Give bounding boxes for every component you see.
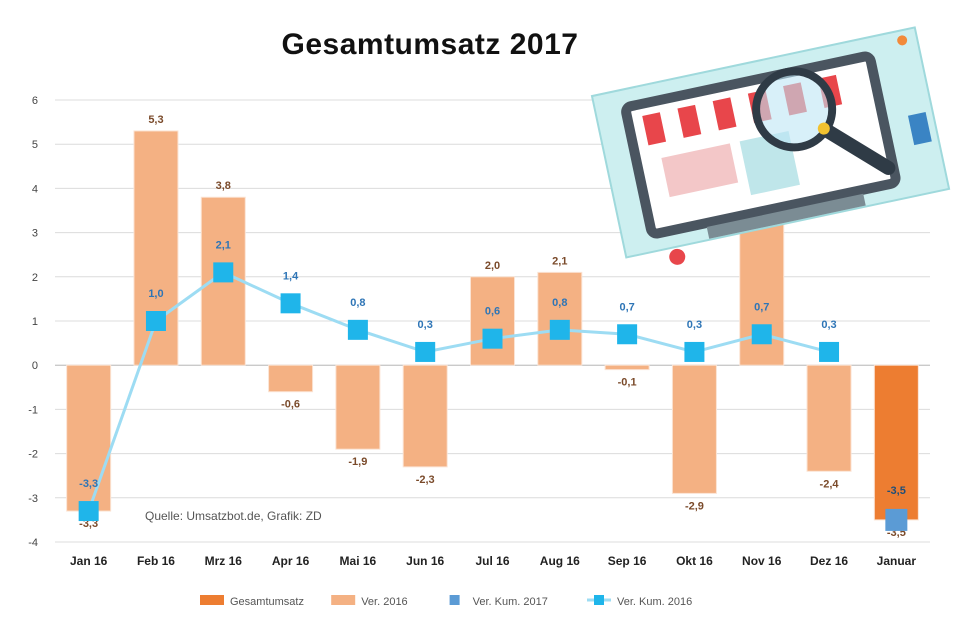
shop-window [661,143,739,198]
legend-label: Ver. Kum. 2016 [617,596,692,608]
bar-value-label: -1,9 [348,456,367,468]
x-tick-label: Jan 16 [70,554,108,568]
bar [268,364,314,393]
line-marker [617,324,638,345]
awning-stripe [712,97,737,131]
line-marker [145,311,166,331]
legend-swatch [331,595,356,605]
bar-value-label: -2,3 [416,474,435,486]
y-tick-label: -4 [28,537,38,549]
x-tick-label: Dez 16 [810,554,848,568]
bar [873,364,919,521]
line-marker [819,341,840,362]
line-marker [415,341,436,362]
line-marker [213,262,234,283]
y-tick-label: 2 [32,272,38,284]
line-marker [78,501,99,522]
bar-value-label: -2,4 [820,478,840,490]
magnifier-handle [820,123,896,175]
line-value-label: 1,4 [283,270,299,282]
chart-title: Gesamtumsatz 2017 [281,28,579,61]
line-value-label: 0,3 [687,319,702,331]
bar [806,364,852,472]
awning-stripe [642,112,667,146]
line-marker [347,319,368,340]
kum-2017-label: -3,5 [887,485,906,497]
line-marker [751,324,772,345]
bar-value-label: 3,8 [216,180,231,192]
legend-swatch [200,595,224,605]
bar [604,364,650,371]
line-value-label: 0,3 [418,319,433,331]
line-value-label: 0,8 [552,297,567,309]
line-value-label: 0,7 [754,301,769,313]
monitor-stand [706,193,866,239]
y-tick-label: -1 [28,404,38,416]
magnifier-lens [752,67,837,152]
line-value-label: 0,7 [619,301,634,313]
y-tick-label: -3 [28,493,38,505]
bar-value-label: 2,0 [485,260,500,272]
bar [537,271,583,366]
line-marker [684,341,705,362]
line-value-label: 2,1 [216,239,231,251]
y-tick-label: 6 [32,95,38,107]
bar-value-label: 2,1 [552,255,567,267]
x-tick-label: Januar [877,554,917,568]
awning-stripe [677,104,702,138]
y-tick-label: 1 [32,316,38,328]
bar-value-label: 5,3 [148,114,163,126]
bar [402,364,448,468]
shop-search-magnifier-icon [590,26,951,265]
x-tick-label: Jun 16 [406,554,444,568]
source-note: Quelle: Umsatzbot.de, Grafik: ZD [145,509,322,523]
accent-figure [907,112,932,146]
x-tick-label: Mrz 16 [205,554,243,568]
bar-value-label: -0,6 [281,399,300,411]
line-value-label: 0,6 [485,306,500,318]
y-tick-label: 4 [32,183,38,195]
y-tick-label: 5 [32,139,38,151]
line-value-label: 0,8 [350,297,365,309]
bar [671,364,717,494]
line-marker [280,293,301,314]
y-tick-label: -2 [28,449,38,461]
bar [335,364,381,450]
y-tick-label: 3 [32,228,38,240]
x-tick-label: Sep 16 [608,554,647,568]
kum-2017-marker [885,508,908,531]
x-tick-label: Nov 16 [742,554,782,568]
legend-label: Gesamtumsatz [230,596,304,608]
line-value-label: 0,3 [821,319,836,331]
y-tick-label: 0 [32,360,38,372]
legend-label: Ver. Kum. 2017 [473,596,548,608]
line-marker [549,319,570,340]
line-value-label: -3,3 [79,478,98,490]
x-tick-label: Apr 16 [272,554,310,568]
bar [470,276,515,366]
bar-value-label: -0,1 [618,377,637,389]
x-tick-label: Aug 16 [540,554,580,568]
series-line [87,270,830,512]
line-value-label: 1,0 [148,288,163,300]
bar [66,364,112,512]
x-tick-label: Feb 16 [137,554,175,568]
accent-dot [897,35,908,46]
bar-value-label: -2,9 [685,500,704,512]
x-tick-label: Jul 16 [475,554,509,568]
x-tick-label: Mai 16 [340,554,377,568]
x-tick-label: Okt 16 [676,554,713,568]
magnifier-joint [817,122,830,135]
legend-label: Ver. 2016 [361,596,408,608]
location-pin [669,248,686,265]
legend-swatch [594,595,604,605]
legend-swatch [449,595,460,605]
line-marker [482,328,503,349]
